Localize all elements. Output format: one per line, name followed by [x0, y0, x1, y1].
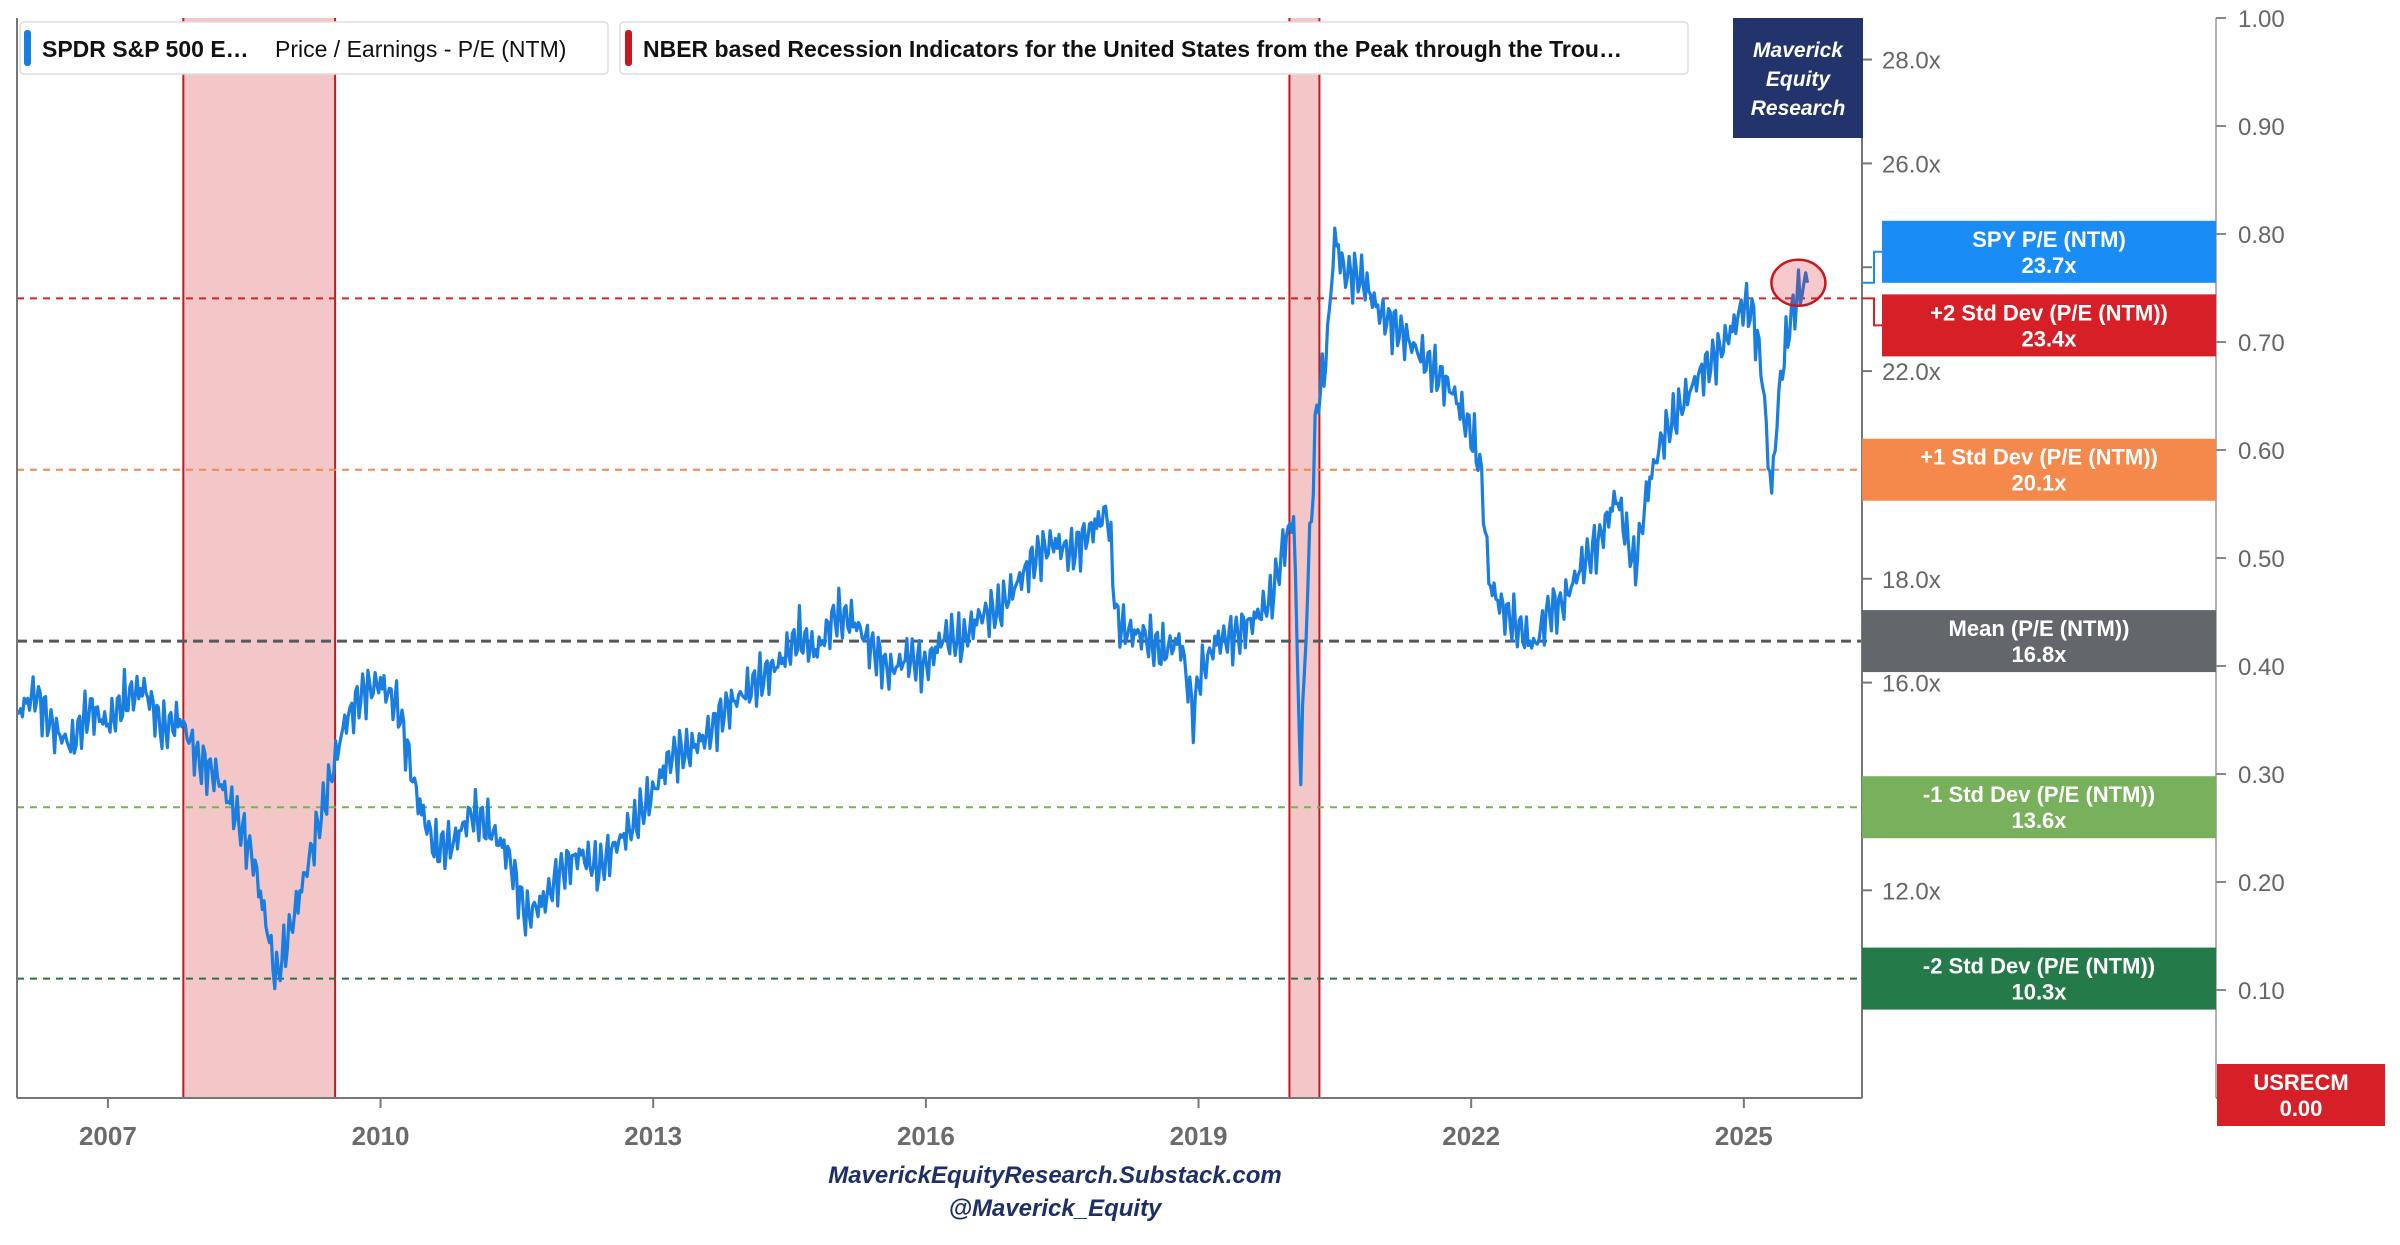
- left-tick-label-16: 16.0x: [1882, 671, 1941, 698]
- x-tick-label-2025: 2025: [1715, 1121, 1773, 1151]
- maverick-logo: Maverick Equity Research: [1733, 18, 1863, 138]
- right-tick-label-7: 0.70: [2238, 330, 2285, 357]
- spy-pe-line: [16, 226, 1810, 991]
- value-label-value-5: 13.6x: [2011, 808, 2067, 833]
- right-y-axis-ticks: 0.000.100.200.300.400.500.600.700.800.90…: [2216, 6, 2285, 1113]
- x-tick-label-2019: 2019: [1170, 1121, 1228, 1151]
- value-label-box-3: [1862, 438, 2216, 501]
- recession-bands: [182, 18, 1321, 1098]
- left-tick-label-18: 18.0x: [1882, 567, 1941, 594]
- left-tick-label-22: 22.0x: [1882, 359, 1941, 386]
- value-label-connector-2: [1862, 297, 1882, 327]
- value-label-title-5: -1 Std Dev (P/E (NTM)): [1923, 782, 2155, 807]
- value-label-connector-1: [1862, 250, 1882, 284]
- right-tick-label-6: 0.60: [2238, 438, 2285, 465]
- right-tick-label-9: 0.90: [2238, 114, 2285, 141]
- right-tick-label-4: 0.40: [2238, 654, 2285, 681]
- recession-label-title: USRECM: [2253, 1070, 2348, 1095]
- value-label-value-1: 23.7x: [2021, 253, 2077, 278]
- value-label-title-4: Mean (P/E (NTM)): [1949, 616, 2130, 641]
- right-tick-label-8: 0.80: [2238, 222, 2285, 249]
- right-tick-label-10: 1.00: [2238, 6, 2285, 33]
- left-tick-label-26: 26.0x: [1882, 151, 1941, 178]
- recession-label-box: [2217, 1064, 2385, 1126]
- value-label-box-4: [1862, 610, 2216, 673]
- legend-spy-name: SPDR S&P 500 E…: [42, 36, 249, 62]
- logo-line-1: Maverick: [1753, 39, 1844, 62]
- value-labels: SPY P/E (NTM)23.7x +2 Std Dev (P/E (NTM))…: [1862, 220, 2385, 1126]
- footer-site: MaverickEquityResearch.Substack.com: [828, 1162, 1282, 1189]
- x-tick-label-2022: 2022: [1442, 1121, 1500, 1151]
- std-dev-reference-lines: [17, 297, 1862, 980]
- value-label-value-2: 23.4x: [2021, 326, 2077, 351]
- x-tick-label-2013: 2013: [624, 1121, 682, 1151]
- x-tick-label-2007: 2007: [79, 1121, 137, 1151]
- recession-label-value: 0.00: [2280, 1096, 2323, 1121]
- value-label-box-5: [1862, 776, 2216, 839]
- latest-value-highlight: [1770, 258, 1827, 308]
- legend-swatch-recession: [625, 30, 632, 66]
- x-axis-ticks: 2007 2010 2013 2016 2019 2022 2025: [79, 1098, 1773, 1151]
- spy-series: [16, 226, 1810, 991]
- value-label-value-3: 20.1x: [2011, 471, 2067, 496]
- legend-item-recession[interactable]: NBER based Recession Indicators for the …: [619, 21, 1689, 75]
- left-tick-label-28: 28.0x: [1882, 48, 1941, 75]
- legend: SPDR S&P 500 E… Price / Earnings - P/E (…: [19, 21, 1689, 75]
- value-label-title-3: +1 Std Dev (P/E (NTM)): [1920, 445, 2158, 470]
- value-label-value-4: 16.8x: [2011, 642, 2067, 667]
- logo-line-2: Equity: [1766, 68, 1831, 91]
- latest-value-circle: [1770, 258, 1827, 308]
- left-tick-label-12: 12.0x: [1882, 878, 1941, 905]
- value-label-title-2: +2 Std Dev (P/E (NTM)): [1930, 300, 2168, 325]
- legend-swatch-spy: [24, 30, 31, 66]
- right-tick-label-2: 0.20: [2238, 870, 2285, 897]
- footer-handle: @Maverick_Equity: [948, 1195, 1162, 1222]
- x-tick-label-2016: 2016: [897, 1121, 955, 1151]
- value-label-box-1: [1882, 220, 2216, 283]
- recession-band-1: [183, 18, 336, 1098]
- right-tick-label-5: 0.50: [2238, 546, 2285, 573]
- right-tick-label-1: 0.10: [2238, 978, 2285, 1005]
- x-tick-label-2010: 2010: [352, 1121, 410, 1151]
- value-label-box-2: [1882, 294, 2216, 357]
- legend-spy-metric: Price / Earnings - P/E (NTM): [275, 36, 566, 62]
- value-label-title-6: -2 Std Dev (P/E (NTM)): [1923, 954, 2155, 979]
- legend-item-spy[interactable]: SPDR S&P 500 E… Price / Earnings - P/E (…: [19, 21, 609, 75]
- value-label-title-1: SPY P/E (NTM): [1972, 227, 2126, 252]
- value-label-box-6: [1862, 947, 2216, 1010]
- legend-recession-name: NBER based Recession Indicators for the …: [643, 36, 1622, 62]
- right-tick-label-3: 0.30: [2238, 762, 2285, 789]
- logo-line-3: Research: [1751, 97, 1846, 120]
- value-label-value-6: 10.3x: [2011, 980, 2067, 1005]
